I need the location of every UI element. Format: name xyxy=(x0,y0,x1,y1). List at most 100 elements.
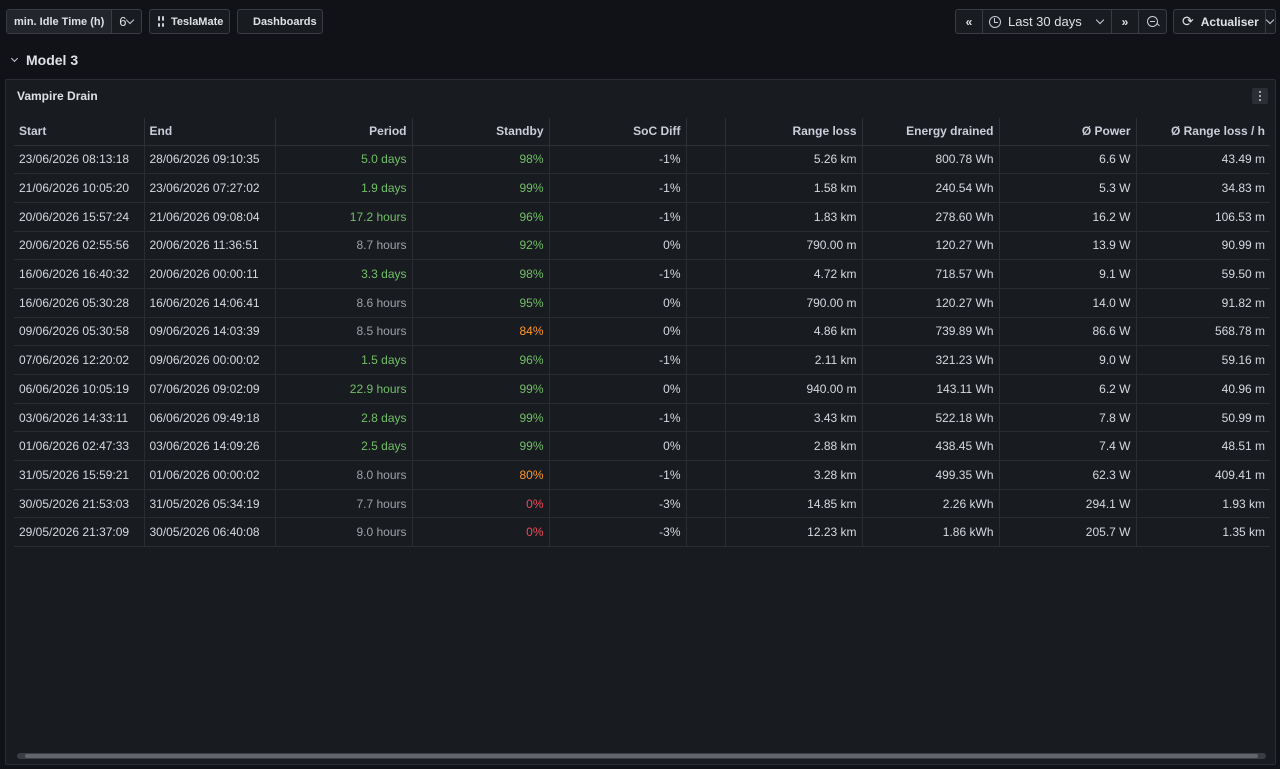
power-cell: 86.6 W xyxy=(999,317,1137,347)
drive-start-link[interactable]: 03/06/2026 14:33:11 xyxy=(14,403,145,433)
power-cell: 6.6 W xyxy=(999,145,1137,175)
column-header-energy-drained[interactable]: Energy drained xyxy=(862,118,1000,146)
standby-cell: 80% xyxy=(412,460,550,490)
range-loss-per-hour-cell: 43.49 m xyxy=(1136,145,1270,175)
drive-start-link[interactable]: 31/05/2026 15:59:21 xyxy=(14,460,145,490)
table-row: 20/06/2026 02:55:56 20/06/2026 11:36:51 8.… xyxy=(14,231,1270,261)
period-cell: 7.7 hours xyxy=(275,489,413,519)
teslamate-link-label: TeslaMate xyxy=(171,15,224,28)
variable-value: 6 xyxy=(119,14,127,29)
range-loss-per-hour-cell: 48.51 m xyxy=(1136,431,1270,462)
range-loss-per-hour-cell: 59.16 m xyxy=(1136,345,1270,375)
table-row: 09/06/2026 05:30:58 09/06/2026 14:03:39 8.… xyxy=(14,317,1270,347)
range-loss-cell: 790.00 m xyxy=(725,231,863,261)
variable-select[interactable]: 6 xyxy=(112,14,141,29)
drive-start-link[interactable]: 07/06/2026 12:20:02 xyxy=(14,345,145,375)
zoom-out-button[interactable] xyxy=(1139,10,1166,33)
drive-start-link[interactable]: 30/05/2026 21:53:03 xyxy=(14,489,145,519)
idle-time-variable[interactable]: min. Idle Time (h) 6 xyxy=(6,9,142,34)
drive-start-link[interactable]: 09/06/2026 05:30:58 xyxy=(14,317,145,347)
soc-diff-cell: 0% xyxy=(549,231,687,261)
refresh-button[interactable]: ⟳ Actualiser xyxy=(1174,10,1266,33)
period-cell: 17.2 hours xyxy=(275,202,413,232)
blank-cell xyxy=(686,374,726,404)
panel-menu-button[interactable] xyxy=(1252,88,1268,104)
time-range-button[interactable]: Last 30 days xyxy=(983,10,1112,33)
drive-start-link[interactable]: 20/06/2026 15:57:24 xyxy=(14,202,145,232)
teslamate-link[interactable]: TeslaMate xyxy=(149,9,230,34)
range-loss-cell: 5.26 km xyxy=(725,145,863,175)
drive-start-link[interactable]: 29/05/2026 21:37:09 xyxy=(14,517,145,548)
standby-cell: 0% xyxy=(412,517,550,548)
refresh-interval-dropdown[interactable] xyxy=(1266,15,1275,25)
column-header-power[interactable]: Ø Power xyxy=(999,118,1137,146)
time-shift-back-button[interactable]: « xyxy=(956,10,983,33)
row-header-toggle[interactable]: Model 3 xyxy=(10,52,78,68)
soc-diff-cell: 0% xyxy=(549,288,687,318)
standby-cell: 98% xyxy=(412,145,550,175)
column-header-start[interactable]: Start xyxy=(14,118,145,146)
standby-cell: 95% xyxy=(412,288,550,318)
standby-cell: 99% xyxy=(412,403,550,433)
column-header-period[interactable]: Period xyxy=(275,118,413,146)
column-header-blank[interactable] xyxy=(686,118,726,146)
range-loss-cell: 790.00 m xyxy=(725,288,863,318)
soc-diff-cell: -1% xyxy=(549,259,687,289)
range-loss-per-hour-cell: 1.93 km xyxy=(1136,489,1270,519)
column-header-end[interactable]: End xyxy=(144,118,276,146)
time-shift-forward-button[interactable]: » xyxy=(1112,10,1139,33)
blank-cell xyxy=(686,202,726,232)
blank-cell xyxy=(686,431,726,462)
column-header-range-loss-per-hour[interactable]: Ø Range loss / h xyxy=(1136,118,1270,146)
drive-start-link[interactable]: 16/06/2026 05:30:28 xyxy=(14,288,145,318)
range-loss-cell: 940.00 m xyxy=(725,374,863,404)
chevron-down-icon xyxy=(1266,15,1275,25)
power-cell: 9.0 W xyxy=(999,345,1137,375)
blank-cell xyxy=(686,403,726,433)
energy-drained-cell: 120.27 Wh xyxy=(862,231,1000,261)
power-cell: 16.2 W xyxy=(999,202,1137,232)
range-loss-per-hour-cell: 1.35 km xyxy=(1136,517,1270,548)
chevron-down-icon xyxy=(10,54,19,63)
blank-cell xyxy=(686,460,726,490)
blank-cell xyxy=(686,231,726,261)
vampire-drain-panel: Vampire Drain Start End Period Standby S… xyxy=(5,79,1276,765)
end-cell: 03/06/2026 14:09:26 xyxy=(144,431,276,462)
energy-drained-cell: 278.60 Wh xyxy=(862,202,1000,232)
energy-drained-cell: 800.78 Wh xyxy=(862,145,1000,175)
column-header-soc-diff[interactable]: SoC Diff xyxy=(549,118,687,146)
chevron-down-icon xyxy=(125,15,135,25)
power-cell: 62.3 W xyxy=(999,460,1137,490)
end-cell: 01/06/2026 00:00:02 xyxy=(144,460,276,490)
dashboard-toolbar: min. Idle Time (h) 6 TeslaMate Dashboard… xyxy=(0,0,1280,44)
column-header-standby[interactable]: Standby xyxy=(412,118,550,146)
apps-icon xyxy=(158,16,164,27)
horizontal-scrollbar[interactable] xyxy=(17,753,1266,759)
soc-diff-cell: -3% xyxy=(549,489,687,519)
dashboards-link[interactable]: Dashboards xyxy=(237,9,323,34)
drive-start-link[interactable]: 16/06/2026 16:40:32 xyxy=(14,259,145,289)
period-cell: 2.8 days xyxy=(275,403,413,433)
drive-start-link[interactable]: 23/06/2026 08:13:18 xyxy=(14,145,145,175)
table-row: 16/06/2026 16:40:32 20/06/2026 00:00:11 3.… xyxy=(14,259,1270,289)
power-cell: 205.7 W xyxy=(999,517,1137,548)
energy-drained-cell: 240.54 Wh xyxy=(862,173,1000,203)
refresh-label: Actualiser xyxy=(1200,14,1259,29)
table-row: 16/06/2026 05:30:28 16/06/2026 14:06:41 8.… xyxy=(14,288,1270,318)
drive-start-link[interactable]: 20/06/2026 02:55:56 xyxy=(14,231,145,261)
energy-drained-cell: 438.45 Wh xyxy=(862,431,1000,462)
drive-start-link[interactable]: 21/06/2026 10:05:20 xyxy=(14,173,145,203)
panel-title: Vampire Drain xyxy=(17,89,98,103)
power-cell: 294.1 W xyxy=(999,489,1137,519)
range-loss-per-hour-cell: 40.96 m xyxy=(1136,374,1270,404)
column-header-range-loss[interactable]: Range loss xyxy=(725,118,863,146)
end-cell: 07/06/2026 09:02:09 xyxy=(144,374,276,404)
range-loss-per-hour-cell: 409.41 m xyxy=(1136,460,1270,490)
time-range-picker: « Last 30 days » xyxy=(955,9,1167,34)
period-cell: 5.0 days xyxy=(275,145,413,175)
drive-start-link[interactable]: 06/06/2026 10:05:19 xyxy=(14,374,145,404)
blank-cell xyxy=(686,173,726,203)
range-loss-per-hour-cell: 90.99 m xyxy=(1136,231,1270,261)
drive-start-link[interactable]: 01/06/2026 02:47:33 xyxy=(14,431,145,462)
end-cell: 09/06/2026 00:00:02 xyxy=(144,345,276,375)
